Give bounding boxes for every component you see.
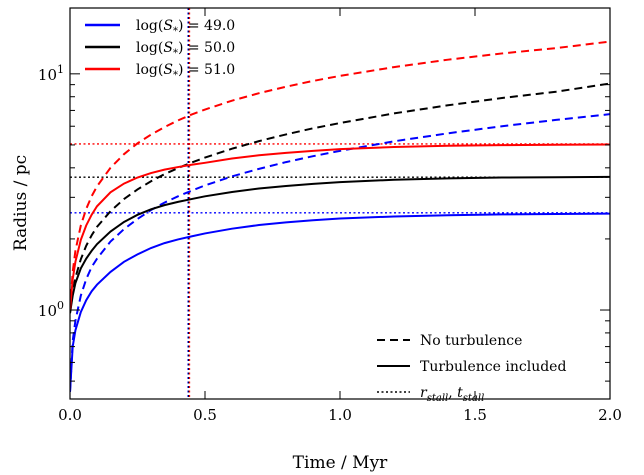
series-lines [70, 40, 610, 392]
legend-series-label: log(S*) = 50.0 [136, 40, 235, 59]
y-axis-label: Radius / pc [11, 155, 31, 251]
no-turbulence-line [70, 40, 610, 311]
y-tick-label: 100 [38, 299, 64, 320]
x-axis-label: Time / Myr [293, 453, 389, 473]
no-turbulence-line [70, 113, 610, 392]
turbulence-line [70, 143, 610, 311]
turbulence-line [70, 175, 610, 314]
legend-series: log(S*) = 49.0 log(S*) = 50.0 log(S*) = 51… [85, 18, 235, 81]
turbulence-line [70, 212, 610, 392]
legend-line-styles: No turbulence Turbulence included rstall, … [377, 333, 566, 404]
x-tick-label: 2.0 [598, 406, 622, 424]
legend-style-label: rstall, tstall [420, 385, 484, 404]
plot-frame [69, 7, 611, 400]
legend-style-label: No turbulence [420, 333, 522, 349]
legend-style-label: Turbulence included [420, 359, 566, 375]
legend-series-label: log(S*) = 51.0 [136, 62, 235, 81]
legend-series-label: log(S*) = 49.0 [136, 18, 235, 37]
plot-background [70, 8, 610, 399]
no-turbulence-line [70, 82, 610, 314]
x-tick-label: 0.5 [193, 406, 217, 424]
y-tick-label: 101 [38, 63, 64, 84]
x-tick-label: 1.5 [463, 406, 487, 424]
x-tick-label: 0.0 [58, 406, 82, 424]
x-tick-label: 1.0 [328, 406, 352, 424]
